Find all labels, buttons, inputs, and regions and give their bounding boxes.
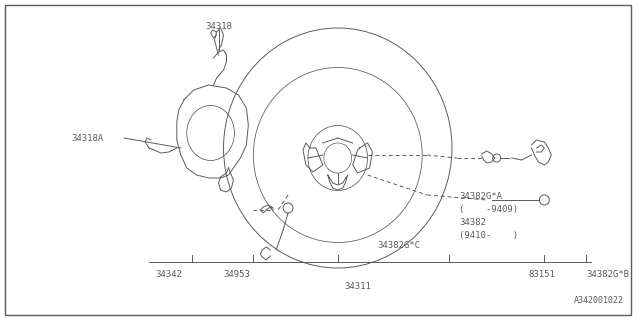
Text: 34318: 34318 bbox=[205, 22, 232, 31]
Text: (9410-    ): (9410- ) bbox=[459, 231, 518, 240]
Text: 34382: 34382 bbox=[459, 218, 486, 227]
Text: 34382G*B: 34382G*B bbox=[586, 270, 629, 279]
Text: 34382G*A: 34382G*A bbox=[459, 192, 502, 201]
Text: 34342: 34342 bbox=[156, 270, 182, 279]
Text: A342001022: A342001022 bbox=[574, 296, 624, 305]
Text: 34318A: 34318A bbox=[72, 133, 104, 142]
Text: (    -9409): ( -9409) bbox=[459, 205, 518, 214]
Text: 34953: 34953 bbox=[223, 270, 250, 279]
Text: 34382G*C: 34382G*C bbox=[378, 241, 420, 250]
Text: 34311: 34311 bbox=[344, 282, 371, 291]
Text: 83151: 83151 bbox=[528, 270, 555, 279]
